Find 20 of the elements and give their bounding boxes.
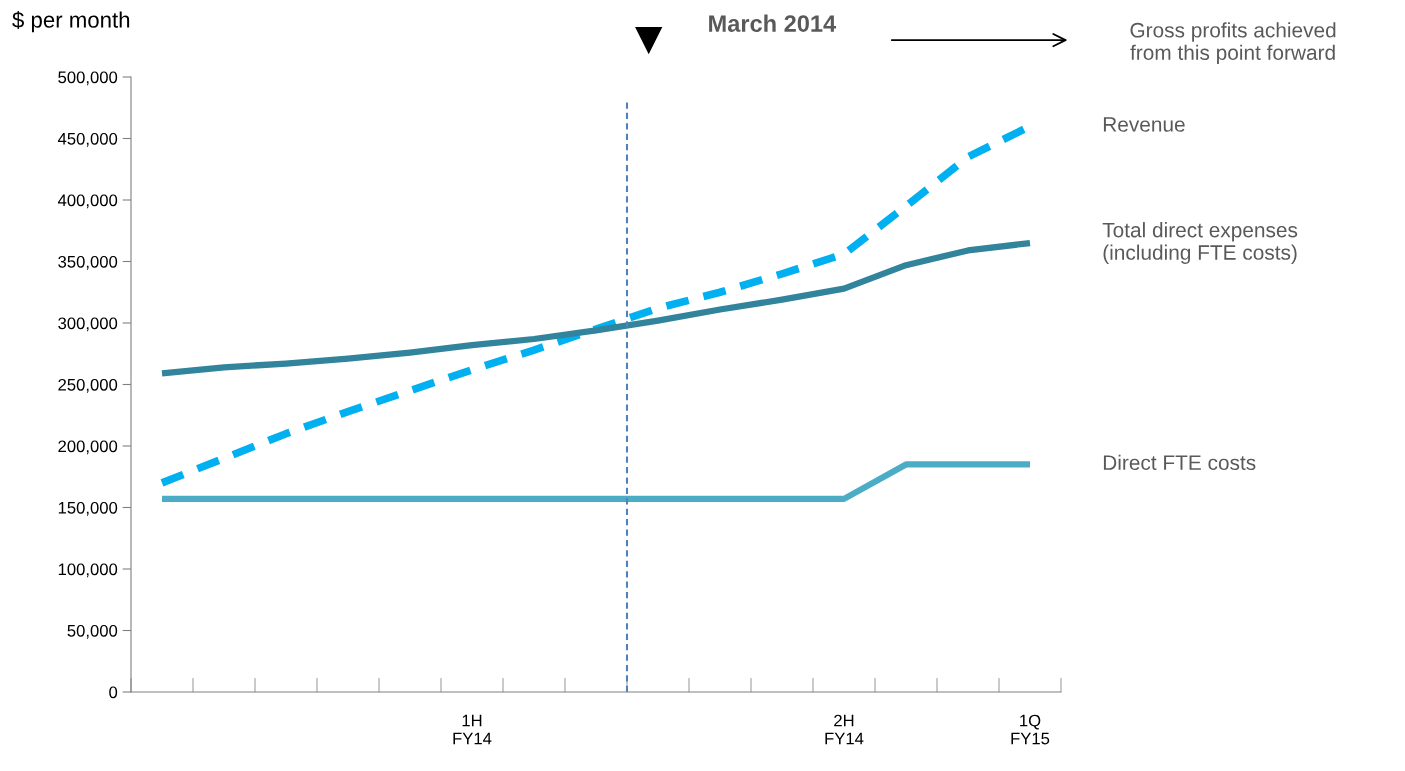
- y-tick-label: 350,000: [58, 255, 118, 270]
- y-tick-label: 50,000: [67, 624, 118, 639]
- y-tick-label: 250,000: [58, 378, 118, 393]
- y-tick-label: 150,000: [58, 501, 118, 516]
- x-tick-label: 1Q FY15: [1011, 714, 1050, 745]
- y-tick-label: 0: [109, 686, 118, 699]
- y-tick-label: 450,000: [57, 132, 118, 147]
- text: Gross profits achieved from this point forward: [1130, 22, 1336, 65]
- y-tick-label: 200,000: [58, 440, 118, 455]
- y-tick-label: 300,000: [58, 317, 118, 332]
- x-tick-label: 1H FY14: [453, 714, 492, 745]
- text: March 2014: [709, 14, 837, 32]
- y-axis-title: $ per month: [12, 11, 130, 33]
- text: Revenue: [1103, 117, 1185, 132]
- y-tick-label: 400,000: [57, 194, 118, 209]
- y-tick-label: 500,000: [58, 71, 118, 86]
- x-tick-label: 2H FY14: [825, 714, 864, 745]
- y-tick-label: 100,000: [58, 563, 118, 578]
- text: Direct FTE costs: [1103, 454, 1256, 471]
- text: Total direct expenses (including FTE costs): [1102, 222, 1298, 264]
